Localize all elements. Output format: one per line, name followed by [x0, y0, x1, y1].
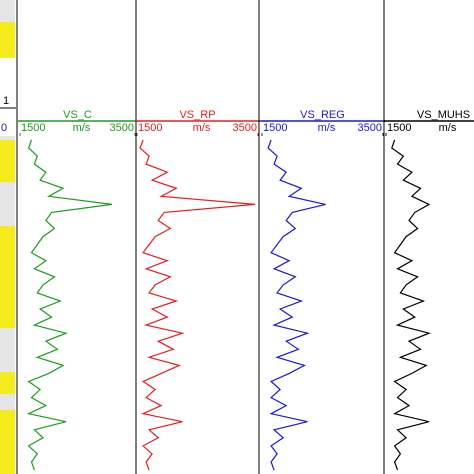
- lith-blank: [0, 58, 15, 96]
- x-tick-label: 1500: [387, 122, 411, 134]
- x-tick-label: 3500: [233, 122, 257, 134]
- lith-sand: [0, 410, 15, 474]
- track-title: VS_MUHS: [417, 109, 470, 121]
- unit-label: m/s: [439, 122, 457, 134]
- x-tick-label: 1500: [138, 122, 162, 134]
- lith-sand: [0, 226, 15, 328]
- x-tick-label: 1500: [21, 122, 45, 134]
- left-scale: 0: [1, 122, 7, 134]
- log-curve: [267, 139, 326, 471]
- track-title: VS_RP: [179, 109, 215, 121]
- log-curve: [139, 139, 256, 471]
- lith-sand: [0, 140, 15, 182]
- unit-label: m/s: [193, 122, 211, 134]
- lith-sand: [0, 22, 15, 58]
- track-title: VS_C: [63, 109, 92, 121]
- lith-sand: [0, 372, 15, 394]
- lithology-column: 1 0: [0, 0, 16, 474]
- unit-label: m/s: [73, 122, 91, 134]
- track-title: VS_REG: [300, 109, 345, 121]
- left-label: 1: [3, 95, 9, 107]
- x-tick-label: 3500: [358, 122, 382, 134]
- x-tick-label: 1500: [263, 122, 287, 134]
- log-curve: [26, 139, 113, 471]
- x-tick-label: 3500: [110, 122, 134, 134]
- unit-label: m/s: [318, 122, 336, 134]
- lith-header: [0, 96, 15, 136]
- log-curve: [391, 139, 432, 471]
